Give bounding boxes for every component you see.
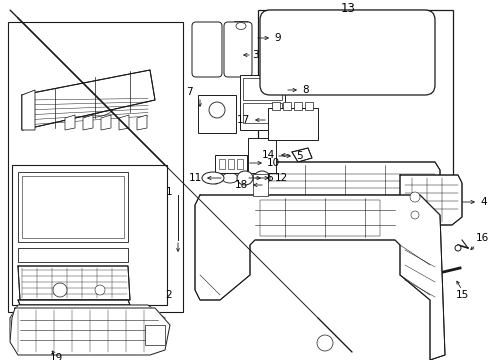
Bar	[294, 102, 302, 110]
Bar	[237, 159, 243, 169]
Ellipse shape	[239, 174, 249, 182]
Ellipse shape	[254, 171, 270, 185]
Bar	[198, 95, 236, 133]
Circle shape	[411, 211, 419, 219]
Bar	[8, 22, 183, 312]
Text: 8: 8	[302, 85, 309, 95]
FancyBboxPatch shape	[224, 22, 252, 77]
Text: 3: 3	[252, 50, 259, 60]
Bar	[12, 165, 167, 305]
Bar	[22, 176, 124, 238]
Bar	[283, 102, 291, 110]
Bar	[268, 108, 318, 140]
Circle shape	[455, 245, 461, 251]
Polygon shape	[22, 70, 155, 130]
Bar	[260, 200, 380, 236]
Bar	[272, 102, 280, 110]
Text: 2: 2	[165, 290, 172, 300]
Circle shape	[95, 285, 105, 295]
Bar	[243, 103, 282, 123]
Text: 11: 11	[189, 173, 202, 183]
Polygon shape	[195, 195, 445, 360]
Text: 7: 7	[186, 87, 193, 97]
Text: 18: 18	[235, 180, 248, 190]
Polygon shape	[268, 68, 282, 88]
FancyBboxPatch shape	[192, 22, 222, 77]
Ellipse shape	[202, 172, 224, 184]
Bar	[219, 159, 225, 169]
Polygon shape	[400, 175, 462, 225]
Polygon shape	[83, 115, 93, 130]
Bar	[271, 125, 281, 130]
Polygon shape	[10, 308, 170, 355]
Text: 16: 16	[476, 233, 489, 243]
Ellipse shape	[236, 22, 246, 30]
Bar	[258, 10, 453, 195]
Circle shape	[53, 283, 67, 297]
Text: 13: 13	[341, 1, 355, 14]
Text: 12: 12	[275, 173, 288, 183]
Text: 14: 14	[262, 150, 275, 160]
Bar	[243, 78, 282, 100]
Bar	[215, 155, 247, 173]
FancyBboxPatch shape	[260, 10, 435, 95]
Text: 1: 1	[166, 187, 172, 197]
Polygon shape	[119, 115, 129, 130]
Text: 15: 15	[455, 290, 468, 300]
Bar	[258, 125, 268, 130]
Text: 4: 4	[480, 197, 487, 207]
Ellipse shape	[222, 173, 238, 183]
Bar	[228, 159, 234, 169]
Polygon shape	[22, 90, 35, 130]
Polygon shape	[235, 22, 248, 55]
Circle shape	[317, 335, 333, 351]
Text: 9: 9	[274, 33, 281, 43]
Text: 5: 5	[296, 151, 303, 161]
Polygon shape	[18, 300, 130, 305]
Polygon shape	[292, 148, 312, 162]
Bar	[245, 125, 255, 130]
Bar	[145, 325, 165, 345]
Bar	[18, 248, 128, 262]
Circle shape	[410, 192, 420, 202]
Bar	[305, 102, 313, 110]
Polygon shape	[137, 115, 147, 130]
Polygon shape	[18, 266, 130, 300]
Bar	[18, 172, 128, 242]
Text: 10: 10	[267, 158, 280, 168]
Polygon shape	[265, 162, 440, 210]
Polygon shape	[101, 115, 111, 130]
Polygon shape	[405, 68, 430, 88]
Bar	[240, 75, 285, 130]
Polygon shape	[65, 115, 75, 130]
Text: 19: 19	[50, 353, 63, 360]
Bar	[248, 138, 276, 173]
Text: 17: 17	[237, 115, 250, 125]
Ellipse shape	[237, 171, 253, 185]
Text: 6: 6	[266, 173, 272, 183]
Circle shape	[209, 102, 225, 118]
Bar	[253, 174, 268, 196]
Polygon shape	[10, 305, 165, 352]
